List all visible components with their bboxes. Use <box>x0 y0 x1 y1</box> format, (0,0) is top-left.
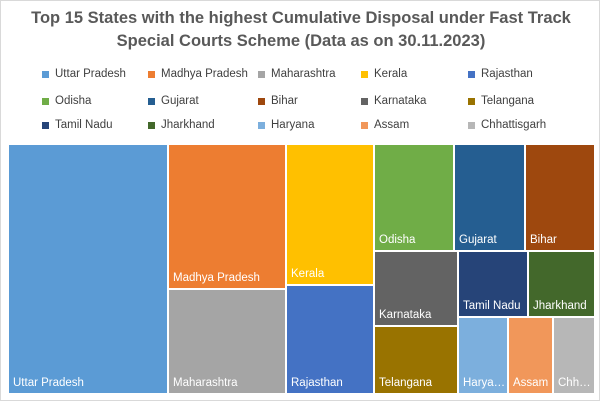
legend-label-haryana: Haryana <box>271 119 315 131</box>
legend-item-telangana: Telangana <box>468 93 534 109</box>
treemap-tile-tamil-nadu: Tamil Nadu <box>458 251 528 317</box>
treemap-tile-label-chhattisgarh: Chh… <box>558 377 591 389</box>
legend-item-haryana: Haryana <box>258 117 314 133</box>
treemap-tile-uttar-pradesh: Uttar Pradesh <box>8 144 168 394</box>
legend-item-chhattisgarh: Chhattisgarh <box>468 117 546 133</box>
legend-swatch-madhya-pradesh <box>148 70 155 78</box>
treemap-tile-karnataka: Karnataka <box>374 251 458 326</box>
treemap-tile-label-uttar-pradesh: Uttar Pradesh <box>13 377 84 389</box>
treemap-tile-telangana: Telangana <box>374 326 458 394</box>
treemap-tile-maharashtra: Maharashtra <box>168 289 286 394</box>
legend-label-uttar-pradesh: Uttar Pradesh <box>55 68 126 80</box>
treemap-tile-odisha: Odisha <box>374 144 454 251</box>
legend-item-maharashtra: Maharashtra <box>258 66 336 82</box>
treemap-tile-label-bihar: Bihar <box>530 234 557 246</box>
legend-item-jharkhand: Jharkhand <box>148 117 215 133</box>
treemap-tile-label-karnataka: Karnataka <box>379 309 432 321</box>
treemap-tile-jharkhand: Jharkhand <box>528 251 595 317</box>
legend-label-jharkhand: Jharkhand <box>161 119 215 131</box>
legend-item-karnataka: Karnataka <box>361 93 426 109</box>
legend-label-maharashtra: Maharashtra <box>271 68 336 80</box>
legend-swatch-haryana <box>258 121 265 129</box>
treemap-tile-label-gujarat: Gujarat <box>459 234 497 246</box>
treemap-tile-chhattisgarh: Chh… <box>553 317 595 394</box>
legend-item-madhya-pradesh: Madhya Pradesh <box>148 66 248 82</box>
legend-swatch-gujarat <box>148 97 155 105</box>
legend-swatch-maharashtra <box>258 70 265 78</box>
treemap-tile-label-haryana: Harya… <box>463 377 506 389</box>
treemap-tile-assam: Assam <box>508 317 553 394</box>
treemap-tile-kerala: Kerala <box>286 144 374 285</box>
treemap-tile-gujarat: Gujarat <box>454 144 525 251</box>
legend-label-kerala: Kerala <box>374 68 408 80</box>
legend-label-rajasthan: Rajasthan <box>481 68 533 80</box>
legend-item-uttar-pradesh: Uttar Pradesh <box>42 66 126 82</box>
treemap-tile-rajasthan: Rajasthan <box>286 285 374 394</box>
legend-label-assam: Assam <box>374 119 410 131</box>
treemap-tile-label-telangana: Telangana <box>379 377 433 389</box>
legend-item-gujarat: Gujarat <box>148 93 199 109</box>
chart-legend: Uttar Pradesh Madhya Pradesh Maharashtra Ke… <box>0 66 602 136</box>
legend-swatch-kerala <box>361 70 368 78</box>
legend-item-odisha: Odisha <box>42 93 91 109</box>
chart-title-line-1: Top 15 States with the highest Cumulativ… <box>31 9 571 27</box>
legend-item-bihar: Bihar <box>258 93 298 109</box>
treemap-tile-haryana: Harya… <box>458 317 508 394</box>
legend-swatch-odisha <box>42 97 49 105</box>
legend-label-odisha: Odisha <box>55 95 92 107</box>
legend-swatch-assam <box>361 121 368 129</box>
treemap-tile-label-jharkhand: Jharkhand <box>533 300 587 312</box>
legend-label-bihar: Bihar <box>271 95 298 107</box>
legend-swatch-telangana <box>468 97 475 105</box>
legend-item-tamil-nadu: Tamil Nadu <box>42 117 113 133</box>
legend-swatch-jharkhand <box>148 121 155 129</box>
legend-swatch-rajasthan <box>468 70 475 78</box>
treemap-tile-label-tamil-nadu: Tamil Nadu <box>463 300 521 312</box>
legend-label-chhattisgarh: Chhattisgarh <box>481 119 547 131</box>
legend-label-karnataka: Karnataka <box>374 95 427 107</box>
treemap-tile-label-rajasthan: Rajasthan <box>291 377 343 389</box>
legend-swatch-bihar <box>258 97 265 105</box>
treemap-tile-madhya-pradesh: Madhya Pradesh <box>168 144 286 289</box>
treemap-tile-label-maharashtra: Maharashtra <box>173 377 238 389</box>
legend-label-telangana: Telangana <box>481 95 535 107</box>
legend-item-kerala: Kerala <box>361 66 407 82</box>
legend-label-tamil-nadu: Tamil Nadu <box>55 119 113 131</box>
legend-item-rajasthan: Rajasthan <box>468 66 533 82</box>
legend-swatch-chhattisgarh <box>468 121 475 129</box>
legend-swatch-uttar-pradesh <box>42 70 49 78</box>
treemap-tile-label-assam: Assam <box>513 377 549 389</box>
legend-swatch-karnataka <box>361 97 368 105</box>
treemap-tile-label-kerala: Kerala <box>291 268 325 280</box>
legend-swatch-tamil-nadu <box>42 121 49 129</box>
legend-label-madhya-pradesh: Madhya Pradesh <box>161 68 248 80</box>
chart-title: Top 15 States with the highest Cumulativ… <box>0 7 602 53</box>
treemap-tile-bihar: Bihar <box>525 144 595 251</box>
treemap-tile-label-madhya-pradesh: Madhya Pradesh <box>173 272 260 284</box>
chart-title-line-2: Special Courts Scheme (Data as on 30.11.… <box>116 32 486 50</box>
treemap-tile-label-odisha: Odisha <box>379 234 416 246</box>
legend-item-assam: Assam <box>361 117 409 133</box>
legend-label-gujarat: Gujarat <box>161 95 199 107</box>
